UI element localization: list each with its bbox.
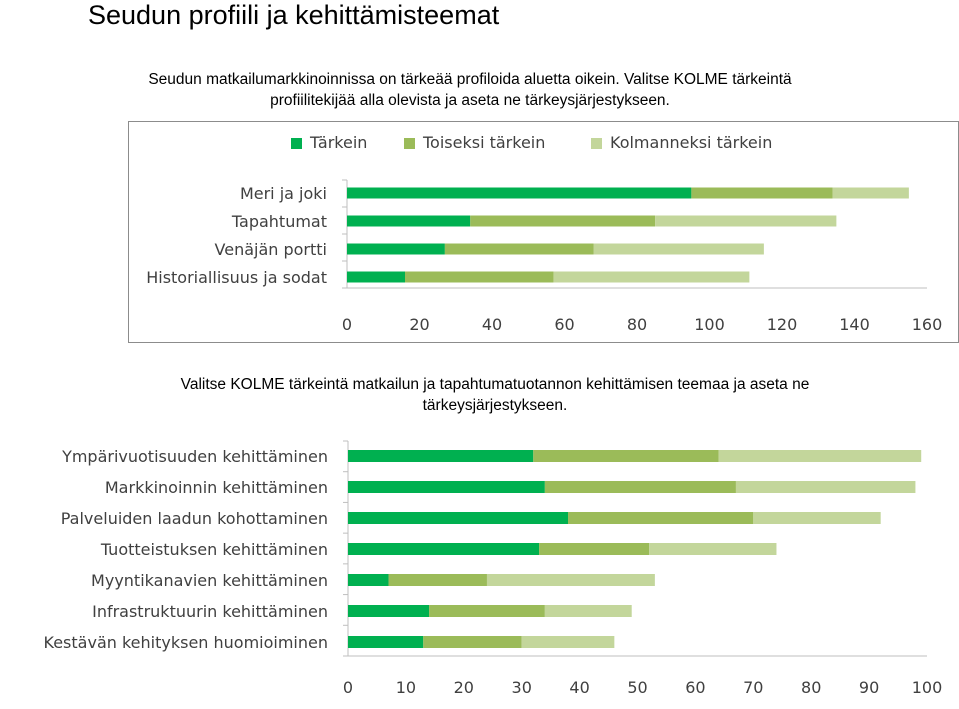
bar-1-2 (348, 481, 545, 493)
legend-label-2: Toiseksi tärkein (422, 133, 545, 152)
bar-2-6 (429, 605, 545, 617)
x-tick-label: 20 (454, 678, 474, 697)
instruction-1-line-2: profiilitekijää alla olevista ja aseta n… (270, 92, 670, 109)
legend-label-1: Tärkein (309, 133, 367, 152)
instruction-2-line-2: tärkeysjärjestykseen. (422, 397, 568, 414)
bar-3-4 (649, 543, 777, 555)
x-tick-label: 80 (627, 315, 647, 334)
x-tick-label: 0 (343, 678, 353, 697)
x-tick-label: 90 (859, 678, 879, 697)
bar-3-3 (753, 512, 881, 524)
instruction-1: Seudun matkailumarkkinoinnissa on tärkeä… (110, 69, 830, 111)
bar-2-3 (444, 243, 594, 255)
bar-1-1 (347, 187, 692, 199)
bar-2-2 (470, 215, 656, 227)
bar-2-4 (405, 271, 554, 283)
category-label: Meri ja joki (240, 184, 327, 203)
x-tick-label: 120 (767, 315, 798, 334)
bar-1-1 (348, 450, 534, 462)
x-tick-label: 80 (801, 678, 821, 697)
bar-1-3 (347, 243, 445, 255)
x-tick-label: 30 (512, 678, 532, 697)
category-label: Tuotteistuksen kehittäminen (100, 540, 328, 559)
x-tick-label: 100 (694, 315, 725, 334)
instruction-2-line-1: Valitse KOLME tärkeintä matkailun ja tap… (180, 376, 810, 393)
x-tick-label: 0 (342, 315, 352, 334)
category-label: Markkinoinnin kehittäminen (105, 478, 328, 497)
legend-swatch-3 (591, 138, 602, 149)
category-label: Infrastruktuurin kehittäminen (92, 602, 328, 621)
category-label: Historiallisuus ja sodat (146, 268, 327, 287)
category-label: Palveluiden laadun kohottaminen (61, 509, 328, 528)
x-tick-label: 40 (569, 678, 589, 697)
bar-2-2 (544, 481, 736, 493)
bar-1-2 (347, 215, 471, 227)
x-tick-label: 70 (743, 678, 763, 697)
x-tick-label: 40 (482, 315, 502, 334)
bar-3-5 (486, 574, 655, 586)
bar-2-5 (388, 574, 487, 586)
bar-2-1 (533, 450, 719, 462)
x-tick-label: 140 (839, 315, 870, 334)
x-tick-label: 20 (409, 315, 429, 334)
category-label: Kestävän kehityksen huomioiminen (44, 633, 328, 652)
bar-3-2 (655, 215, 837, 227)
bar-2-4 (539, 543, 650, 555)
category-label: Tapahtumat (231, 212, 327, 231)
bar-2-1 (691, 187, 833, 199)
bar-3-7 (521, 636, 615, 648)
bar-3-1 (832, 187, 909, 199)
legend-swatch-1 (291, 138, 302, 149)
instruction-2: Valitse KOLME tärkeintä matkailun ja tap… (95, 374, 895, 416)
category-label: Ympärivuotisuuden kehittäminen (61, 447, 328, 466)
bar-3-1 (718, 450, 922, 462)
x-tick-label: 160 (912, 315, 943, 334)
bar-3-4 (553, 271, 750, 283)
bar-3-2 (735, 481, 916, 493)
x-tick-label: 60 (554, 315, 574, 334)
bar-1-6 (348, 605, 430, 617)
bar-3-3 (593, 243, 764, 255)
category-label: Myyntikanavien kehittäminen (91, 571, 328, 590)
bar-2-3 (568, 512, 754, 524)
legend-swatch-2 (404, 138, 415, 149)
x-tick-label: 10 (396, 678, 416, 697)
x-tick-label: 100 (912, 678, 943, 697)
bar-1-5 (348, 574, 389, 586)
category-label: Venäjän portti (215, 240, 327, 259)
bar-1-4 (348, 543, 540, 555)
bar-1-3 (348, 512, 569, 524)
bar-3-6 (544, 605, 632, 617)
x-tick-label: 50 (627, 678, 647, 697)
bar-2-7 (423, 636, 522, 648)
instruction-1-line-1: Seudun matkailumarkkinoinnissa on tärkeä… (148, 71, 792, 88)
bar-1-7 (348, 636, 424, 648)
bar-1-4 (347, 271, 405, 283)
page-title: Seudun profiili ja kehittämisteemat (88, 0, 500, 30)
x-tick-label: 60 (685, 678, 705, 697)
legend-label-3: Kolmanneksi tärkein (610, 133, 772, 152)
